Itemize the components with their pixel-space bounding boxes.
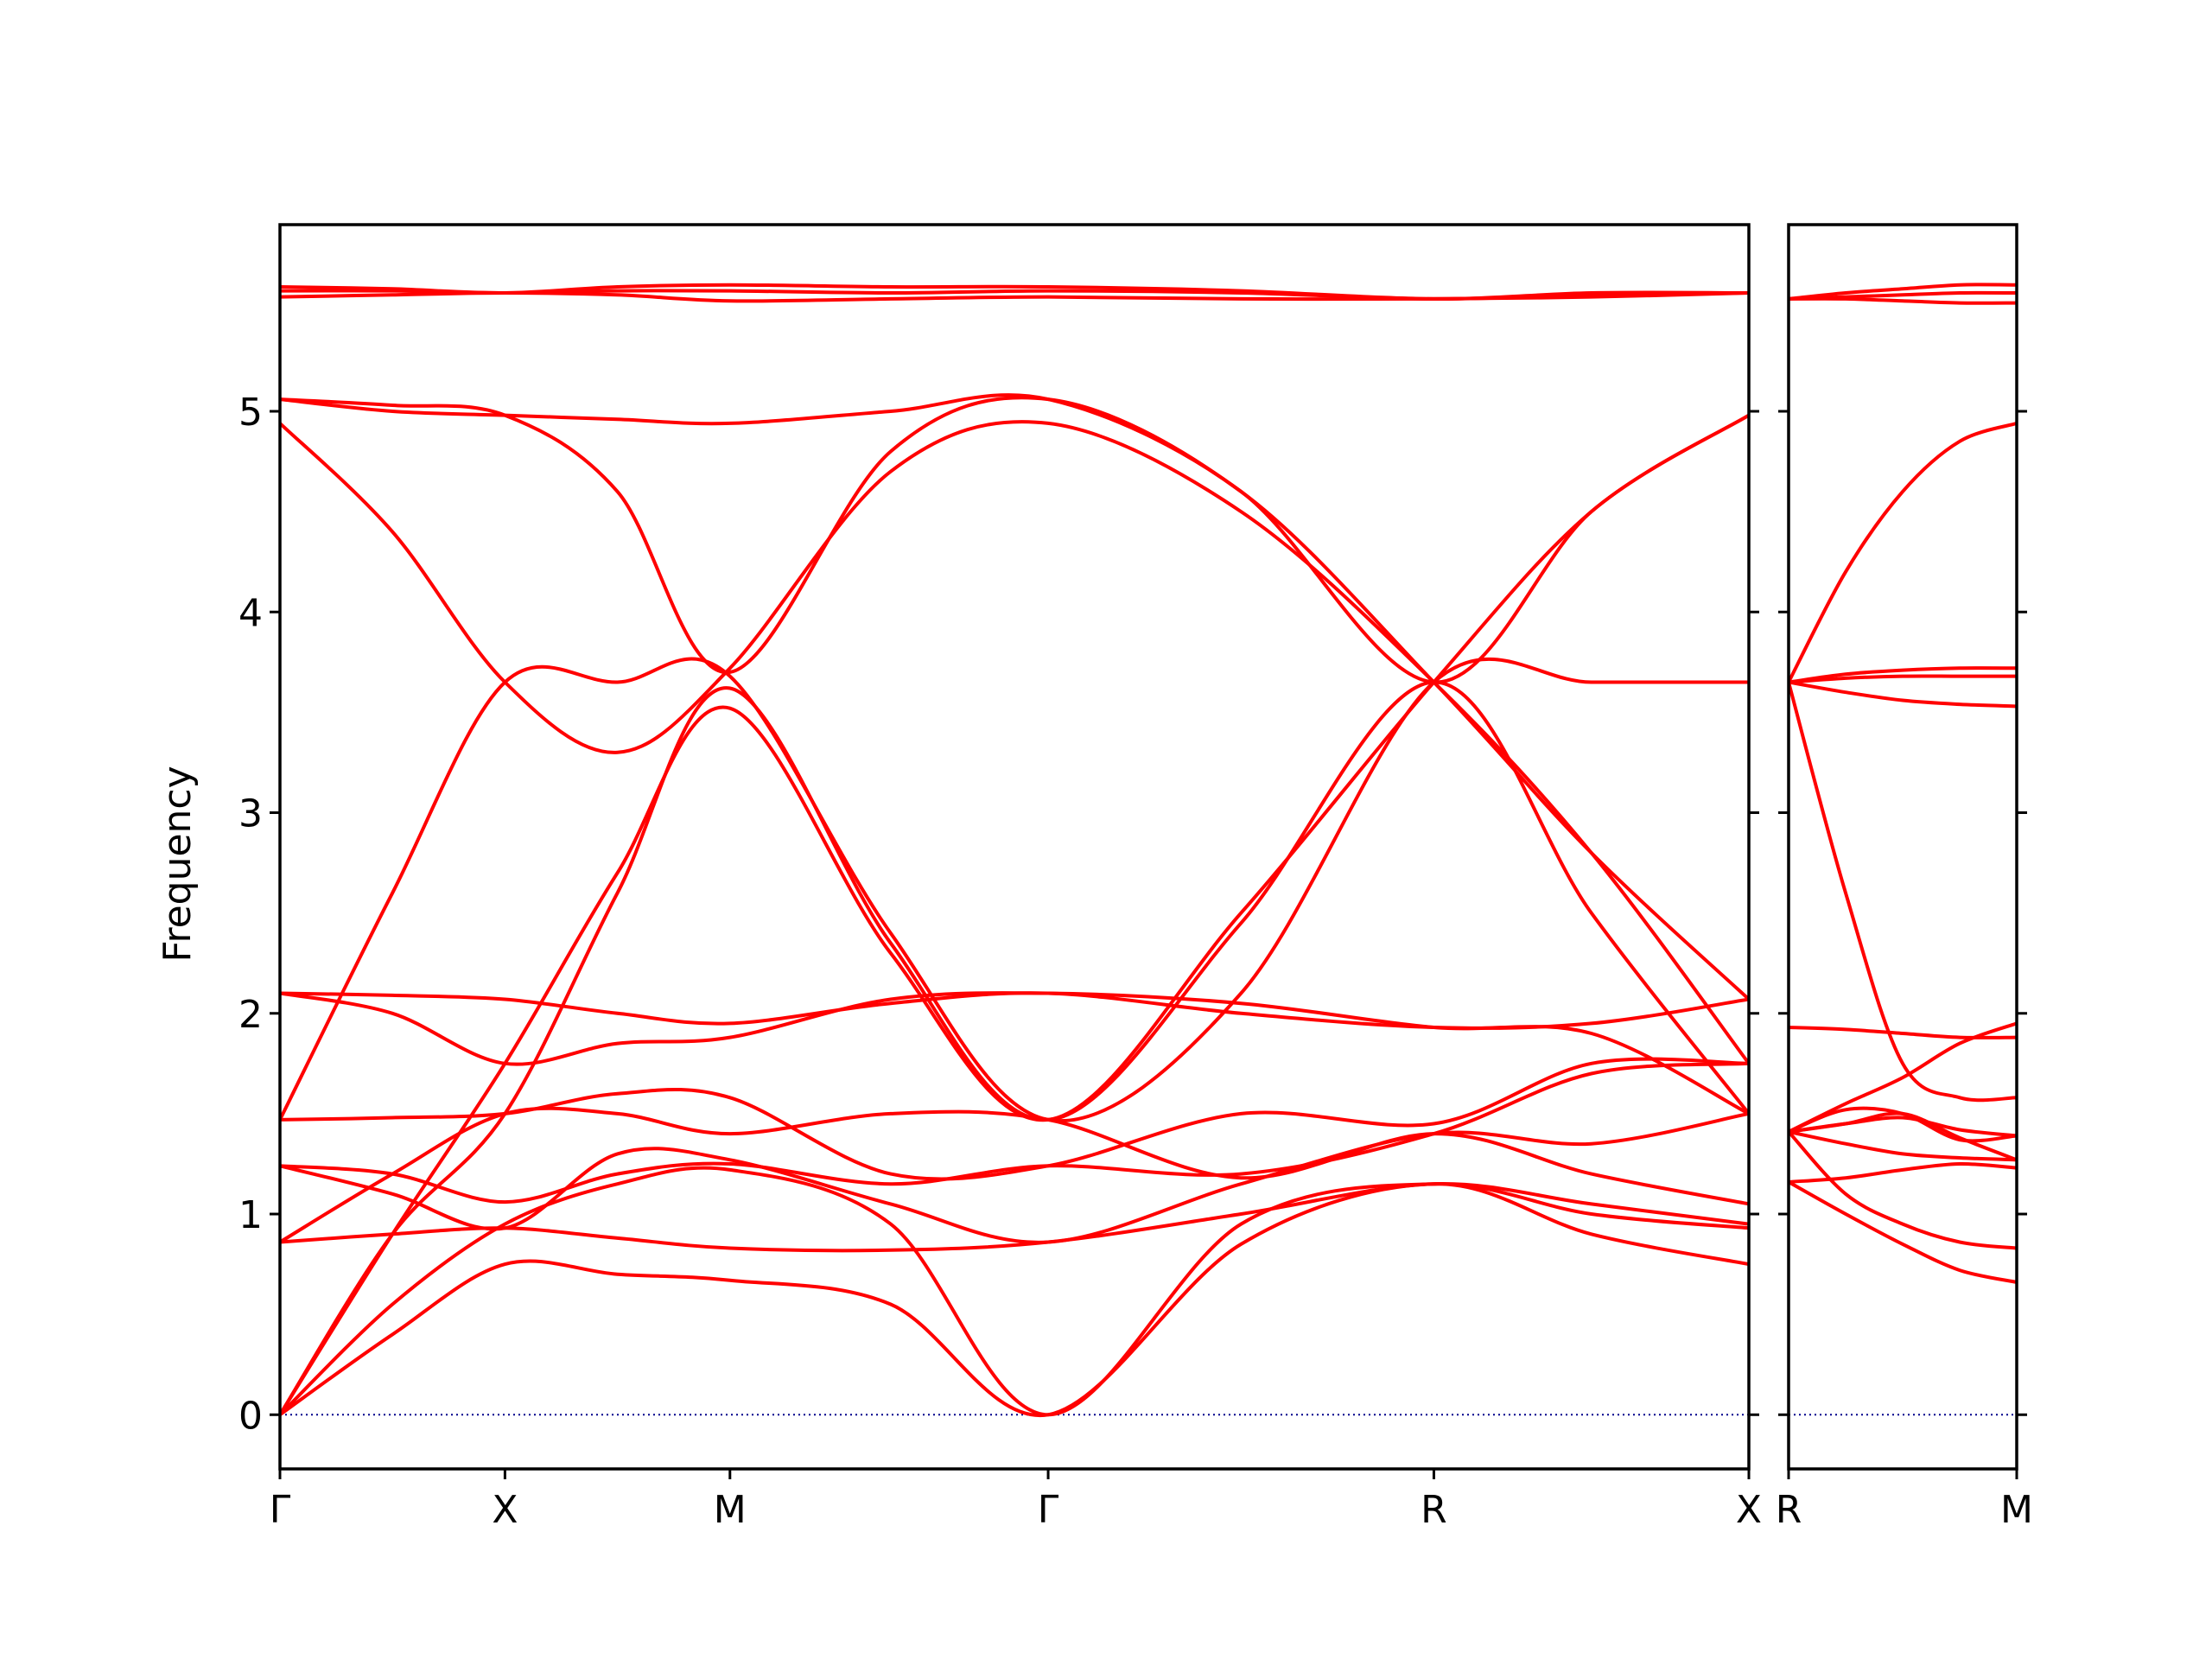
band-line — [280, 991, 1749, 1116]
band-line — [280, 1182, 1749, 1418]
band-line — [280, 396, 1749, 684]
band-line — [280, 413, 1749, 1417]
band-line — [1789, 1026, 2017, 1039]
band-line — [1789, 666, 2017, 684]
band-line — [1789, 1106, 2017, 1143]
y-tick-label: 1 — [238, 1193, 263, 1237]
band-group — [280, 283, 1749, 1418]
band-line — [1789, 680, 2017, 709]
y-tick-label: 4 — [238, 591, 263, 635]
band-line — [1789, 283, 2017, 301]
band-line — [1789, 1129, 2017, 1250]
band-line — [280, 680, 1749, 1417]
y-tick-label: 3 — [238, 792, 263, 836]
y-axis-label: Frequency — [156, 766, 200, 962]
band-line — [1789, 1116, 2017, 1138]
band-line — [1789, 290, 2017, 301]
x-tick-label: R — [1421, 1488, 1447, 1532]
band-line — [1789, 1179, 2017, 1284]
x-tick-label: M — [714, 1488, 747, 1532]
band-line — [280, 657, 1749, 1123]
band-line — [1789, 1161, 2017, 1184]
plot-frame — [1787, 223, 2018, 1471]
band-line — [280, 1111, 1749, 1244]
y-tick-label: 5 — [238, 391, 263, 435]
band-line — [1789, 680, 2017, 1103]
x-tick-label: R — [1776, 1488, 1802, 1532]
band-line — [280, 283, 1749, 301]
band-line — [280, 420, 1749, 1065]
band-group — [1789, 283, 2017, 1284]
x-tick-label: Γ — [270, 1488, 291, 1532]
band-line — [280, 1166, 1749, 1417]
band-line — [1789, 421, 2017, 684]
y-tick-label: 2 — [238, 993, 263, 1037]
x-tick-label: X — [1736, 1488, 1762, 1532]
y-tick-labels: 0 1 2 3 4 5 — [238, 391, 263, 1438]
band-line — [1789, 1129, 2017, 1162]
y-tick-label: 0 — [238, 1394, 263, 1438]
band-line — [280, 991, 1749, 1030]
band-line — [280, 1057, 1749, 1181]
x-tick-label: Γ — [1038, 1488, 1059, 1532]
band-line — [1789, 1021, 2017, 1134]
plot-frame — [278, 223, 1751, 1471]
band-line — [280, 1106, 1749, 1244]
band-line — [1789, 674, 2017, 684]
band-line — [280, 393, 1749, 1001]
x-tick-label: X — [492, 1488, 518, 1532]
band-line — [280, 1061, 1749, 1205]
x-tick-label: M — [2000, 1488, 2033, 1532]
